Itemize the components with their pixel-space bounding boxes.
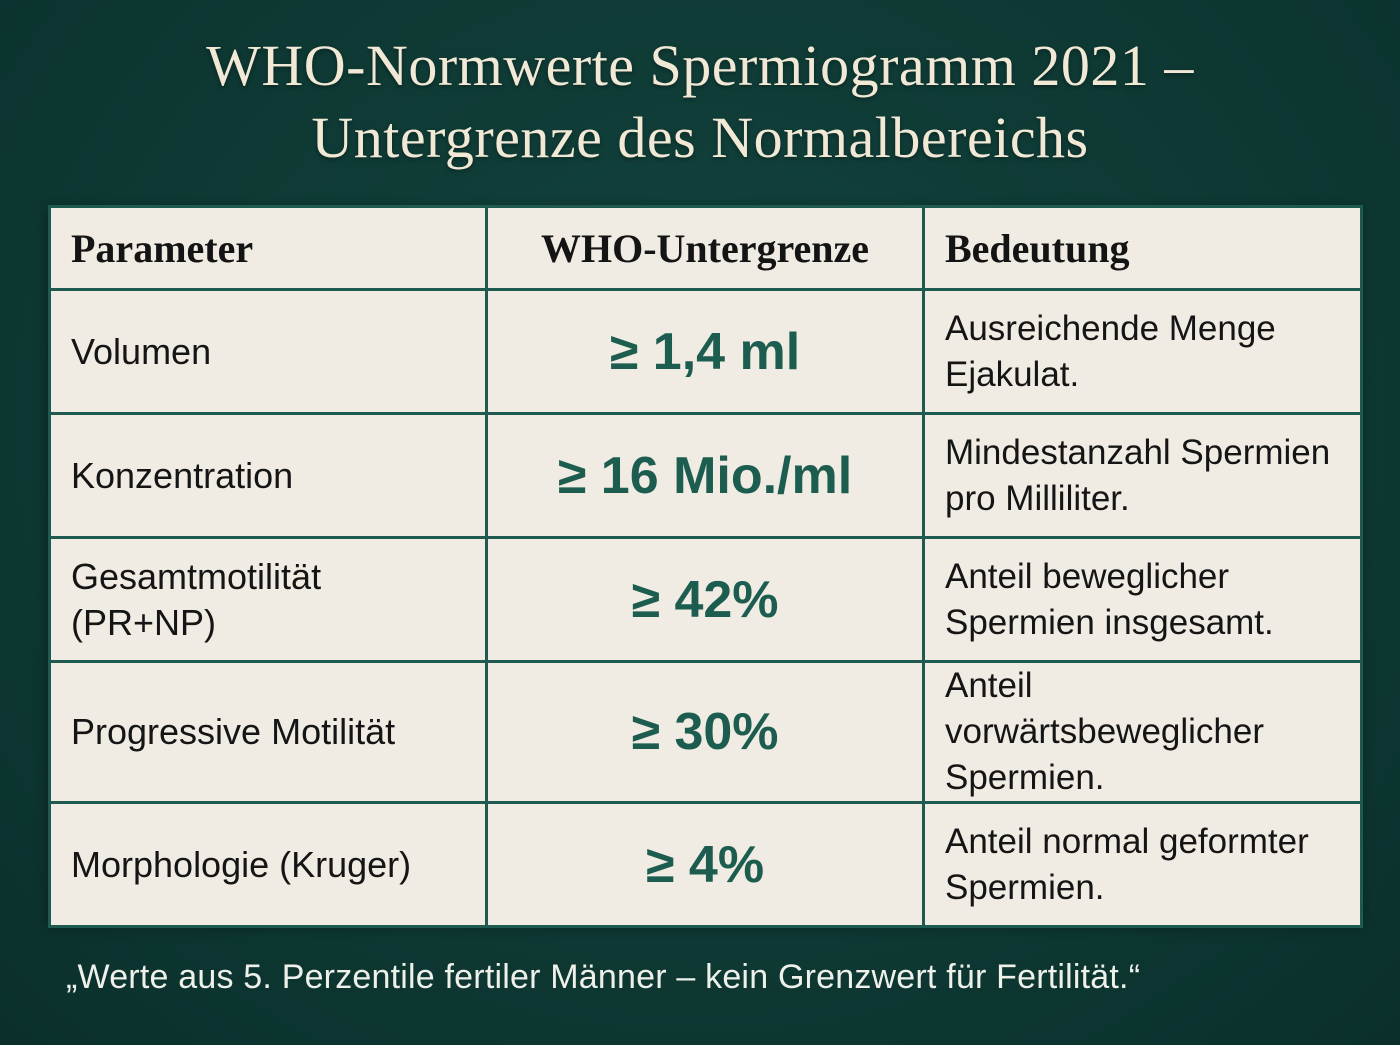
- value-cell: ≥ 16 Mio./ml: [485, 412, 925, 539]
- page-title: WHO-Normwerte Spermiogramm 2021 – Unterg…: [0, 30, 1400, 174]
- header-meaning: Bedeutung: [922, 205, 1363, 291]
- table-row: Progressive Motilität ≥ 30% Anteil vorwä…: [48, 660, 1363, 804]
- title-line-2: Untergrenze des Normalbereichs: [311, 105, 1089, 170]
- value-cell: ≥ 30%: [485, 660, 925, 804]
- table-row: Morphologie (Kruger) ≥ 4% Anteil normal …: [48, 801, 1363, 928]
- table-header-row: Parameter WHO-Untergrenze Bedeutung: [48, 205, 1363, 291]
- meaning-cell: Anteil normal geformter Spermien.: [922, 801, 1363, 928]
- parameter-cell: Morphologie (Kruger): [48, 801, 488, 928]
- who-norms-table: Parameter WHO-Untergrenze Bedeutung Volu…: [48, 205, 1363, 928]
- meaning-cell: Anteil vorwärtsbeweglicher Spermien.: [922, 660, 1363, 804]
- meaning-cell: Anteil beweglicher Spermien insgesamt.: [922, 536, 1363, 663]
- parameter-cell: Gesamtmotilität (PR+NP): [48, 536, 488, 663]
- header-parameter: Parameter: [48, 205, 488, 291]
- header-who-lower-limit: WHO-Untergrenze: [485, 205, 925, 291]
- title-line-1: WHO-Normwerte Spermiogramm 2021 –: [206, 33, 1194, 98]
- table-row: Volumen ≥ 1,4 ml Ausreichende Menge Ejak…: [48, 288, 1363, 415]
- parameter-cell: Volumen: [48, 288, 488, 415]
- value-cell: ≥ 42%: [485, 536, 925, 663]
- value-cell: ≥ 4%: [485, 801, 925, 928]
- meaning-cell: Ausreichende Menge Ejakulat.: [922, 288, 1363, 415]
- meaning-cell: Mindestanzahl Spermien pro Milliliter.: [922, 412, 1363, 539]
- parameter-cell: Konzentration: [48, 412, 488, 539]
- parameter-cell: Progressive Motilität: [48, 660, 488, 804]
- table-row: Konzentration ≥ 16 Mio./ml Mindestanzahl…: [48, 412, 1363, 539]
- value-cell: ≥ 1,4 ml: [485, 288, 925, 415]
- table-row: Gesamtmotilität (PR+NP) ≥ 42% Anteil bew…: [48, 536, 1363, 663]
- footnote-quote: „Werte aus 5. Perzentile fertiler Männer…: [66, 958, 1141, 996]
